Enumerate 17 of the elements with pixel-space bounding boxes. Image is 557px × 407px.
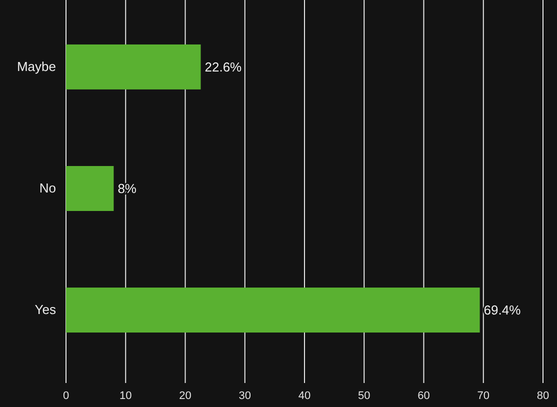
data-label: 69.4% <box>484 302 522 318</box>
x-tick-label: 40 <box>298 390 311 402</box>
y-tick-label: Maybe <box>16 59 56 74</box>
x-tick-label: 50 <box>358 390 370 402</box>
data-label: 22.6% <box>204 60 242 74</box>
x-tick-label: 30 <box>238 390 251 402</box>
x-tick-label: 20 <box>179 390 192 402</box>
x-tick-label: 70 <box>477 390 490 402</box>
x-tick-label: 60 <box>418 390 430 402</box>
bar <box>66 288 480 333</box>
x-tick-label: 80 <box>536 390 550 402</box>
bar <box>66 44 201 90</box>
y-tick-label: No <box>39 180 56 196</box>
y-tick-label: Yes <box>34 302 56 318</box>
bar <box>66 166 114 211</box>
x-tick-label: 10 <box>120 390 132 402</box>
x-tick-label: 0 <box>62 390 70 402</box>
